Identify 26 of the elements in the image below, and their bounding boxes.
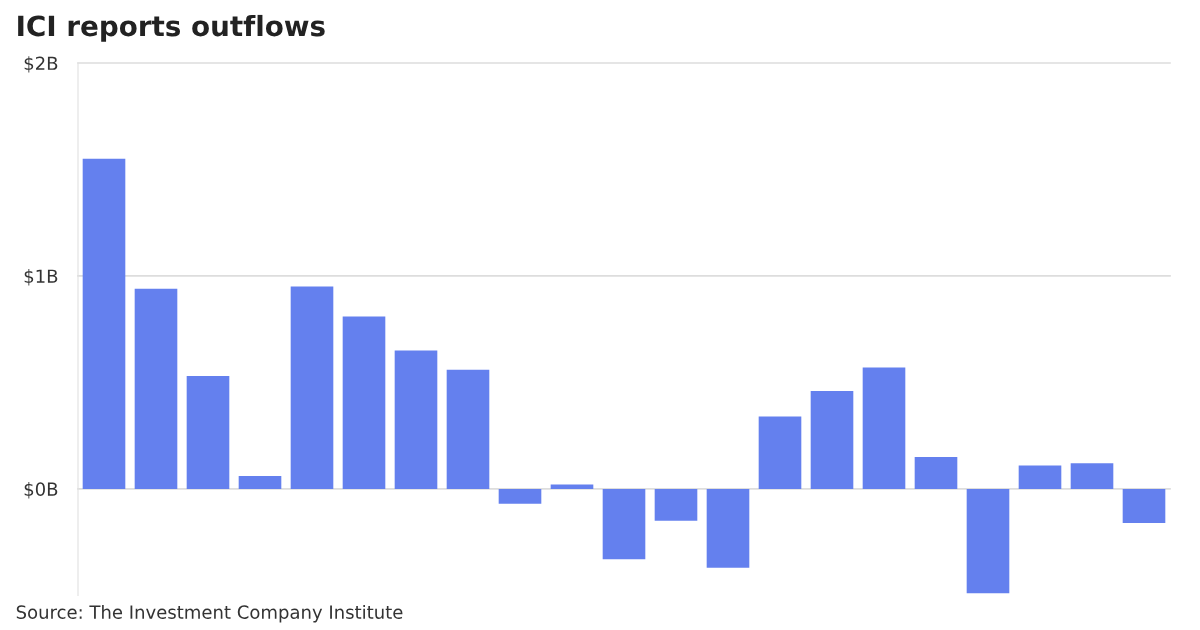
bar: [290, 286, 334, 489]
bar: [82, 158, 126, 489]
bar: [1018, 465, 1062, 489]
bar: [342, 316, 386, 489]
bar: [550, 484, 594, 489]
bar: [758, 416, 802, 489]
bar: [394, 350, 438, 489]
bar: [654, 488, 698, 521]
chart-title: ICI reports outflows: [18, 14, 325, 42]
y-tick-label: $2B: [24, 56, 58, 73]
bar: [1122, 488, 1166, 523]
bar: [186, 376, 230, 489]
y-tick-label: $1B: [24, 269, 58, 286]
bar: [602, 488, 646, 560]
bar: [810, 390, 854, 489]
bar: [706, 488, 750, 568]
source-note: Source: The Investment Company Institute: [16, 604, 403, 623]
bar: [446, 369, 490, 489]
y-tick-label: $0B: [24, 482, 58, 499]
bar: [238, 476, 282, 489]
bar: [498, 488, 542, 504]
bar: [1070, 463, 1114, 489]
bar: [966, 488, 1010, 594]
bar: [914, 456, 958, 489]
bar: [862, 367, 906, 489]
bar: [134, 288, 178, 489]
